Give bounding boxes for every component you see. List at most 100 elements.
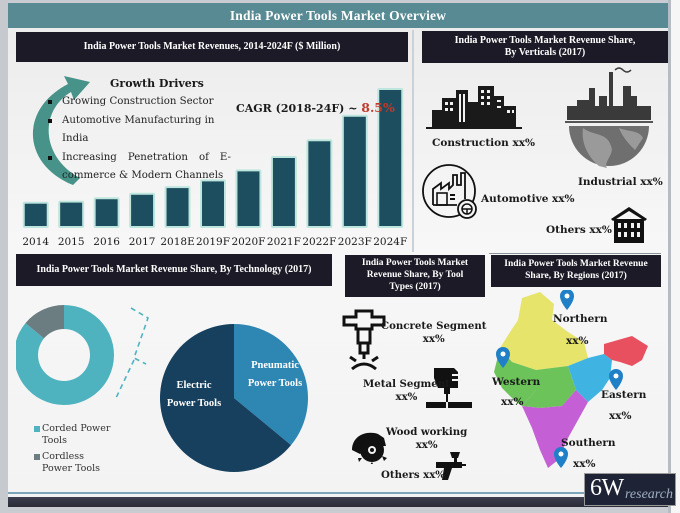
revenue-bar-chart: 2014 2015 2016 2017 2018E 2019F 2020F 2021F 2022… bbox=[22, 88, 407, 248]
vertical-label-construction: Construction xx% bbox=[432, 137, 535, 149]
tool-label-line: Metal Segment bbox=[363, 378, 450, 390]
tool-label-line: Concrete Segment bbox=[381, 320, 487, 332]
growth-driver-item-continued: commerce & Modern Channels bbox=[62, 170, 224, 182]
page-title: India Power Tools Market Overview bbox=[8, 3, 668, 28]
revenue-bar-2015 bbox=[60, 202, 83, 226]
regions-title-line1: India Power Tools Market Revenue bbox=[504, 259, 648, 270]
pie-label-pneumatic-line2: Power Tools bbox=[248, 378, 302, 389]
revenue-bar-2024F bbox=[379, 90, 402, 226]
cagr-value: 8.5% bbox=[361, 100, 395, 115]
pie-label-pneumatic-line1: Pneumatic bbox=[251, 360, 299, 371]
cagr-annotation: CAGR (2018-24F) ~ 8.5% bbox=[236, 100, 395, 115]
tool-label-value: xx% bbox=[422, 333, 445, 345]
revenue-bar-2020F bbox=[237, 171, 260, 226]
region-name-western: Western bbox=[492, 376, 541, 388]
india-region-map bbox=[494, 290, 648, 468]
pie-slice-cordless-power-tools bbox=[25, 305, 64, 339]
industrial-globe-icon bbox=[565, 67, 653, 168]
map-pin-icon bbox=[496, 347, 510, 368]
revenue-title-text: India Power Tools Market Revenues, 2014-… bbox=[83, 40, 341, 52]
region-name-eastern: Eastern bbox=[601, 389, 647, 401]
region-value-eastern: xx% bbox=[609, 410, 632, 422]
vertical-label-automotive: Automotive xx% bbox=[481, 193, 575, 205]
revenue-bar-2018E bbox=[166, 188, 189, 226]
tool-types-title-line1: India Power Tools Market bbox=[361, 258, 469, 269]
region-value-northern: xx% bbox=[566, 335, 589, 347]
region-name: Northern bbox=[553, 313, 608, 325]
tool-label-metal: Metal Segment xx% bbox=[363, 378, 450, 404]
x-tick-label: 2014 bbox=[22, 236, 49, 248]
legend-swatch bbox=[34, 426, 40, 432]
spray-gun-icon bbox=[436, 452, 466, 480]
automotive-factory-icon bbox=[422, 164, 477, 219]
legend-swatch bbox=[34, 454, 40, 460]
technology-pie-charts: Electric Power Tools Pneumatic Power Too… bbox=[16, 305, 308, 472]
x-tick-label: 2017 bbox=[129, 236, 156, 248]
map-pin-icon bbox=[609, 369, 623, 390]
circular-saw-icon bbox=[352, 432, 387, 464]
legend-label: Corded Power bbox=[42, 423, 111, 434]
technology-legend: Corded Power Tools Cordless Power Tools bbox=[34, 423, 110, 479]
tool-label-others: Others xx% bbox=[381, 469, 445, 482]
revenue-panel-title: India Power Tools Market Revenues, 2014-… bbox=[16, 32, 408, 62]
house-icon bbox=[611, 207, 647, 243]
map-region-west-central bbox=[522, 366, 576, 408]
revenue-bar-2021F bbox=[272, 158, 295, 226]
growth-driver-item: Automotive Manufacturing in India bbox=[46, 112, 231, 149]
pie-slice-electric-power-tools bbox=[159, 324, 292, 472]
6w-research-logo: 6W research bbox=[584, 473, 676, 506]
x-tick-label: 2019F bbox=[196, 236, 230, 248]
divider bbox=[412, 30, 414, 252]
revenue-bar-2016 bbox=[95, 199, 118, 226]
cagr-label: CAGR (2018-24F) ~ bbox=[236, 102, 362, 115]
tool-types-panel-title: India Power Tools Market Revenue Share, … bbox=[345, 255, 485, 297]
legend-label: Cordless bbox=[42, 451, 85, 462]
region-value-southern: xx% bbox=[573, 458, 596, 470]
growth-drivers: Growth Drivers Growing Construction Sect… bbox=[46, 77, 231, 186]
tool-label-value: xx% bbox=[415, 439, 438, 451]
legend-item-corded: Corded Power Tools bbox=[34, 423, 110, 447]
technology-title-text: India Power Tools Market Revenue Share, … bbox=[36, 263, 312, 275]
vertical-label-industrial: Industrial xx% bbox=[578, 176, 663, 188]
logo-wordmark: research bbox=[625, 487, 673, 502]
frame-right-border bbox=[668, 0, 680, 513]
tool-label-line: Wood working bbox=[386, 426, 468, 438]
verticals-title-line2: By Verticals (2017) bbox=[504, 47, 586, 58]
verticals-title-line1: India Power Tools Market Revenue Share, bbox=[454, 34, 636, 46]
pie-label-electric-line2: Power Tools bbox=[167, 398, 221, 409]
growth-drivers-heading: Growth Drivers bbox=[110, 77, 204, 90]
map-pin-icons bbox=[496, 290, 623, 468]
growth-driver-item: Increasing Penetration of E- bbox=[46, 149, 231, 168]
electric-pneumatic-pie-chart bbox=[159, 324, 308, 472]
revenue-bar-2019F bbox=[202, 181, 224, 226]
legend-label: Power Tools bbox=[42, 463, 100, 474]
map-pin-icon bbox=[560, 290, 574, 310]
x-tick-label: 2021F bbox=[267, 236, 301, 248]
legend-label: Tools bbox=[42, 435, 67, 446]
x-tick-label: 2022F bbox=[302, 236, 336, 248]
legend-item-cordless: Cordless Power Tools bbox=[34, 451, 110, 475]
map-region-northeast bbox=[604, 336, 648, 366]
x-tick-label: 2016 bbox=[93, 236, 120, 248]
map-region-south bbox=[522, 390, 588, 468]
region-value-western: xx% bbox=[501, 396, 524, 408]
tool-label-concrete: Concrete Segment xx% bbox=[381, 320, 486, 346]
revenue-bar-2022F bbox=[308, 141, 331, 226]
tool-label-value: xx% bbox=[395, 391, 418, 403]
x-tick-label: 2024F bbox=[373, 236, 407, 248]
drill-press-icon bbox=[426, 368, 472, 408]
growth-arrow-icon bbox=[32, 76, 90, 185]
x-tick-label: 2023F bbox=[338, 236, 372, 248]
map-region-north bbox=[500, 292, 588, 370]
tool-label-woodworking: Wood working xx% bbox=[386, 426, 467, 452]
revenue-bar-2014 bbox=[24, 203, 47, 226]
divider bbox=[489, 253, 661, 254]
regions-panel-title: India Power Tools Market Revenue Share, … bbox=[491, 255, 661, 287]
vertical-label-others: Others xx% bbox=[546, 224, 612, 236]
x-tick-label: 2020F bbox=[231, 236, 265, 248]
tool-label-line: Others xx% bbox=[381, 469, 445, 481]
pie-slice-corded-power-tools bbox=[16, 305, 114, 405]
tool-types-title-line2: Revenue Share, By Tool bbox=[366, 270, 464, 281]
revenue-bar-2017 bbox=[131, 194, 154, 226]
map-pin-icon bbox=[554, 447, 568, 468]
